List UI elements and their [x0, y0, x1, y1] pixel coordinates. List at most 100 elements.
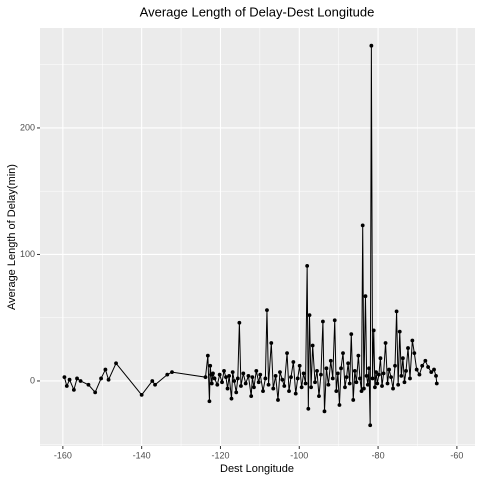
data-point: [165, 372, 170, 377]
chart-title: Average Length of Delay-Dest Longitude: [140, 4, 375, 19]
data-point: [280, 377, 285, 382]
y-tick-label: 0: [30, 375, 35, 385]
data-point: [211, 371, 215, 376]
data-point: [303, 381, 308, 386]
data-point: [347, 381, 352, 386]
data-point: [265, 308, 269, 313]
data-point: [235, 376, 240, 381]
data-point: [317, 394, 321, 399]
data-point: [150, 379, 155, 383]
data-point: [307, 313, 312, 318]
data-point: [394, 309, 399, 314]
data-point: [341, 351, 345, 356]
data-point: [368, 423, 373, 428]
data-point: [408, 376, 412, 381]
data-point: [230, 370, 235, 375]
data-point: [393, 363, 397, 368]
data-point: [321, 319, 325, 324]
data-point: [93, 390, 98, 395]
data-point: [205, 353, 210, 358]
data-point: [400, 356, 405, 361]
data-point: [252, 385, 256, 390]
data-point: [249, 394, 254, 399]
data-point: [266, 382, 271, 387]
data-point: [106, 377, 111, 382]
data-point: [287, 389, 291, 393]
data-point: [291, 360, 296, 364]
data-point: [305, 263, 310, 268]
x-tick-label: -60: [450, 450, 463, 460]
data-point: [273, 374, 278, 378]
data-point: [278, 370, 282, 375]
data-point: [387, 367, 392, 372]
data-point: [434, 381, 439, 386]
data-point: [383, 341, 388, 345]
data-point: [207, 399, 212, 404]
data-point: [309, 385, 313, 390]
data-point: [282, 384, 287, 388]
data-point: [346, 361, 351, 366]
data-point: [232, 379, 237, 383]
data-point: [246, 374, 251, 378]
data-point: [254, 368, 259, 373]
data-point: [297, 363, 302, 368]
data-point: [212, 376, 217, 381]
data-point: [78, 379, 83, 383]
data-point: [380, 384, 384, 388]
data-point: [241, 371, 246, 376]
data-point: [326, 382, 331, 387]
data-point: [389, 375, 393, 380]
data-point: [402, 380, 407, 385]
data-point: [285, 351, 289, 356]
data-point: [289, 375, 293, 380]
data-point: [215, 382, 220, 387]
data-point: [363, 294, 368, 299]
data-point: [114, 361, 118, 366]
data-point: [256, 380, 261, 385]
x-tick-label: -160: [54, 450, 72, 460]
data-point: [103, 367, 108, 372]
data-point: [306, 406, 311, 411]
data-point: [75, 376, 79, 381]
data-point: [295, 376, 300, 381]
x-tick-label: -140: [133, 450, 151, 460]
data-point: [337, 403, 342, 407]
data-point: [367, 366, 371, 371]
data-point: [269, 341, 274, 345]
data-point: [359, 389, 364, 393]
data-point: [315, 368, 319, 373]
data-point: [381, 371, 386, 376]
y-tick-label: 100: [20, 249, 35, 259]
data-point: [335, 371, 340, 376]
data-point: [263, 376, 268, 381]
data-point: [299, 385, 304, 390]
data-point: [406, 346, 410, 350]
data-point: [153, 382, 157, 387]
data-point: [364, 374, 369, 378]
data-point: [170, 370, 174, 375]
x-axis-label: Dest Longitude: [220, 463, 294, 475]
data-point: [217, 372, 222, 377]
x-tick-label: -100: [290, 450, 308, 460]
data-point: [271, 386, 276, 391]
data-point: [227, 374, 232, 378]
data-point: [429, 370, 434, 375]
data-point: [332, 318, 337, 323]
data-point: [399, 374, 404, 378]
data-point: [396, 382, 401, 387]
data-point: [434, 374, 438, 378]
data-point: [222, 368, 226, 373]
data-point: [374, 370, 379, 375]
data-point: [410, 338, 415, 343]
data-point: [417, 372, 422, 377]
data-point: [220, 380, 224, 385]
data-point: [324, 366, 329, 371]
data-point: [99, 376, 103, 381]
data-point: [356, 353, 361, 358]
data-point: [339, 366, 343, 371]
data-point: [361, 386, 366, 391]
data-point: [420, 363, 425, 368]
data-point: [358, 376, 362, 381]
data-point: [322, 409, 327, 414]
